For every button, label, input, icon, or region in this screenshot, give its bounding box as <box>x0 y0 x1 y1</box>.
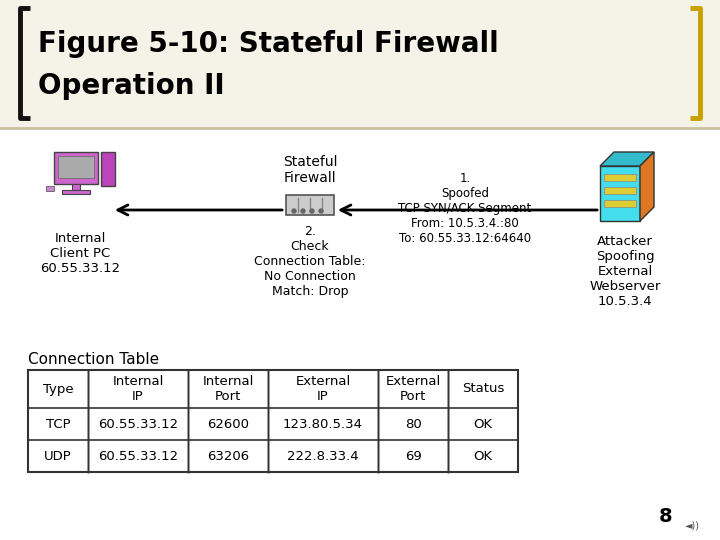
Text: Internal
IP: Internal IP <box>112 375 163 403</box>
Bar <box>0 0 720 128</box>
Bar <box>604 200 636 207</box>
Bar <box>58 156 94 178</box>
Text: 62600: 62600 <box>207 417 249 430</box>
Text: Connection Table: Connection Table <box>28 352 159 367</box>
Text: Internal
Port: Internal Port <box>202 375 253 403</box>
Circle shape <box>301 209 305 213</box>
Bar <box>604 187 636 194</box>
Bar <box>71 184 80 190</box>
Text: Type: Type <box>42 382 73 395</box>
Bar <box>604 174 636 181</box>
Polygon shape <box>600 166 640 221</box>
Text: TCP: TCP <box>45 417 71 430</box>
Text: 60.55.33.12: 60.55.33.12 <box>98 449 178 462</box>
Circle shape <box>310 209 314 213</box>
Circle shape <box>319 209 323 213</box>
Bar <box>28 370 518 472</box>
Text: Attacker
Spoofing
External
Webserver
10.5.3.4: Attacker Spoofing External Webserver 10.… <box>589 235 661 308</box>
Text: ◄)): ◄)) <box>685 520 700 530</box>
Text: Status: Status <box>462 382 504 395</box>
Text: External
IP: External IP <box>295 375 351 403</box>
Circle shape <box>292 209 296 213</box>
Text: 2.
Check
Connection Table:
No Connection
Match: Drop: 2. Check Connection Table: No Connection… <box>254 225 366 298</box>
Text: Figure 5-10: Stateful Firewall: Figure 5-10: Stateful Firewall <box>38 30 499 58</box>
Bar <box>53 152 98 184</box>
Text: 123.80.5.34: 123.80.5.34 <box>283 417 363 430</box>
Bar <box>286 195 334 215</box>
Polygon shape <box>640 152 654 221</box>
Text: UDP: UDP <box>44 449 72 462</box>
Text: 63206: 63206 <box>207 449 249 462</box>
Text: 222.8.33.4: 222.8.33.4 <box>287 449 359 462</box>
Text: 80: 80 <box>405 417 421 430</box>
Text: Operation II: Operation II <box>38 72 225 100</box>
Polygon shape <box>600 152 654 166</box>
Text: Internal
Client PC
60.55.33.12: Internal Client PC 60.55.33.12 <box>40 232 120 275</box>
Bar <box>101 152 114 186</box>
Bar <box>45 186 53 191</box>
Bar <box>62 190 89 194</box>
Text: 8: 8 <box>658 507 672 526</box>
Text: OK: OK <box>474 417 492 430</box>
Text: External
Port: External Port <box>385 375 441 403</box>
Text: 1.
Spoofed
TCP SYN/ACK Segment
From: 10.5.3.4.:80
To: 60.55.33.12:64640: 1. Spoofed TCP SYN/ACK Segment From: 10.… <box>398 172 531 245</box>
Text: 60.55.33.12: 60.55.33.12 <box>98 417 178 430</box>
Text: Stateful
Firewall: Stateful Firewall <box>283 155 337 185</box>
Text: OK: OK <box>474 449 492 462</box>
Text: 69: 69 <box>405 449 421 462</box>
